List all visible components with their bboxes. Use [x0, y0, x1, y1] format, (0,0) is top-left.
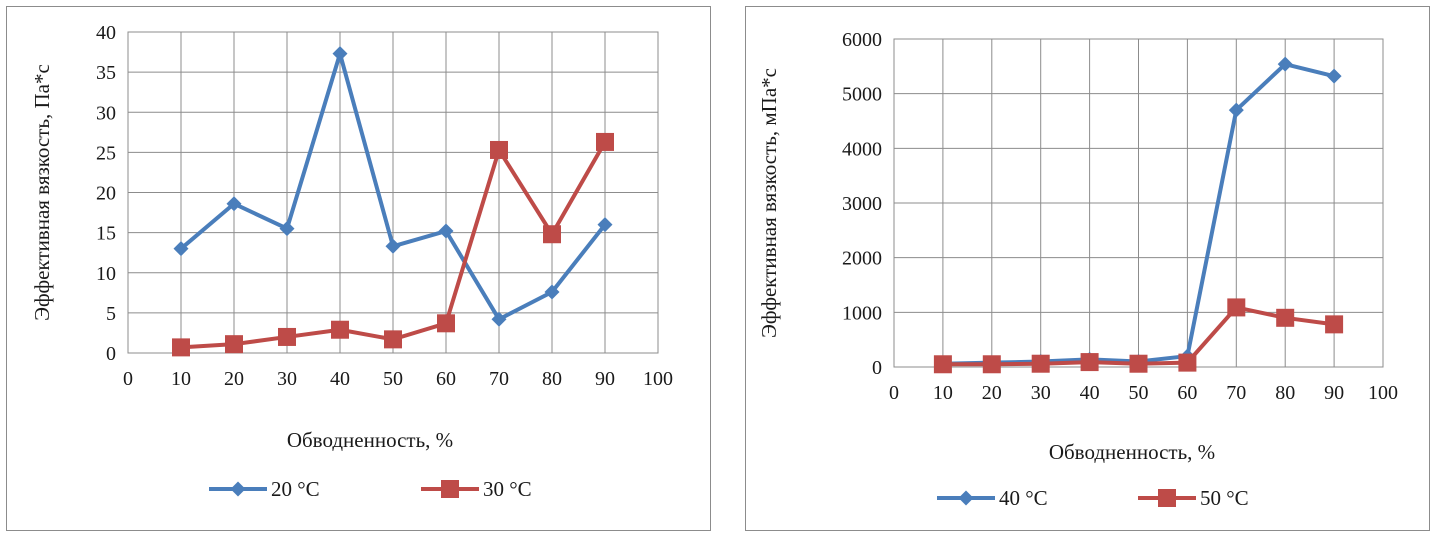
grid [893, 38, 1384, 368]
data-point-square [543, 225, 561, 244]
legend: 20 °С 30 °С [209, 477, 532, 501]
data-point-diamond [1228, 102, 1244, 118]
x-tick-label: 30 [277, 368, 297, 390]
data-point-square [172, 338, 190, 357]
legend-marker-diamond [958, 490, 974, 506]
data-point-square [278, 327, 296, 346]
data-point-diamond [279, 221, 295, 237]
legend-marker-square [1158, 489, 1176, 507]
y-tick-label: 2000 [842, 248, 882, 270]
x-tick-label: 90 [595, 368, 615, 390]
x-tick-label: 80 [1275, 382, 1295, 404]
legend-label: 30 °С [483, 477, 532, 501]
x-axis-title: Обводненность, % [1049, 440, 1215, 464]
y-tick-label: 20 [96, 183, 116, 205]
plot-area [127, 31, 659, 354]
y-tick-label: 5000 [842, 84, 882, 106]
x-tick-label: 100 [1368, 382, 1398, 404]
data-point-diamond [438, 223, 454, 239]
legend-label: 50 °С [1200, 486, 1249, 510]
y-tick-label: 5 [106, 303, 116, 325]
y-tick-label: 10 [96, 263, 116, 285]
data-point-square [982, 355, 1001, 374]
y-tick-label: 0 [872, 357, 882, 379]
y-tick-label: 30 [96, 102, 116, 124]
legend-label: 20 °С [271, 477, 320, 501]
data-point-square [1325, 315, 1344, 334]
legend: 40 °С 50 °С [937, 486, 1249, 510]
data-point-diamond [1277, 56, 1293, 72]
data-point-square [596, 132, 614, 151]
x-tick-label: 70 [489, 368, 509, 390]
data-point-diamond [1326, 68, 1342, 84]
series-2 [933, 298, 1344, 374]
y-tick-label: 40 [96, 22, 116, 44]
y-tick-label: 35 [96, 62, 116, 84]
x-tick-label: 80 [542, 368, 562, 390]
x-tick-label: 60 [1177, 382, 1197, 404]
data-point-diamond [226, 196, 242, 212]
x-tick-label: 40 [1080, 382, 1100, 404]
y-axis-title: Эффективная вязкость, Па*с [30, 64, 54, 321]
x-tick-label: 10 [933, 382, 953, 404]
x-tick-label: 100 [643, 368, 673, 390]
data-point-square [933, 355, 952, 374]
data-point-square [225, 335, 243, 354]
x-tick-label: 90 [1324, 382, 1344, 404]
chart-panel-right: 0 10 20 30 40 50 60 70 80 90 100 0 1000 2000 3000 4000 5… [745, 6, 1430, 531]
data-point-diamond [597, 217, 613, 233]
data-point-square [384, 330, 402, 349]
data-point-diamond [332, 46, 348, 62]
data-point-square [331, 320, 349, 339]
data-point-square [1129, 354, 1148, 373]
x-tick-label: 70 [1226, 382, 1246, 404]
data-point-square [437, 314, 455, 333]
viscosity-chart-pa: 0 10 20 30 40 50 60 70 80 90 100 0 5 10 15 20 25 30 35 40 Об… [30, 22, 673, 501]
data-point-square [1276, 308, 1295, 327]
x-tick-label: 30 [1031, 382, 1051, 404]
x-tick-label: 20 [982, 382, 1002, 404]
y-tick-label: 1000 [842, 302, 882, 324]
x-tick-label: 20 [224, 368, 244, 390]
x-tick-label: 40 [330, 368, 350, 390]
grid [127, 31, 659, 354]
series-1 [173, 46, 613, 327]
x-tick-label: 10 [171, 368, 191, 390]
x-tick-label: 50 [1129, 382, 1149, 404]
y-tick-label: 0 [106, 343, 116, 365]
y-tick-label: 25 [96, 142, 116, 164]
data-point-square [1178, 353, 1197, 372]
y-axis-title: Эффективная вязкость, мПа*с [757, 68, 781, 338]
y-tick-label: 3000 [842, 193, 882, 215]
data-point-diamond [491, 311, 507, 327]
y-tick-label: 4000 [842, 138, 882, 160]
data-point-square [1031, 354, 1050, 373]
x-tick-label: 0 [889, 382, 899, 404]
x-tick-label: 0 [123, 368, 133, 390]
x-axis-title: Обводненность, % [287, 428, 453, 452]
x-tick-label: 60 [436, 368, 456, 390]
data-point-square [1080, 353, 1099, 372]
y-tick-label: 15 [96, 223, 116, 245]
legend-label: 40 °С [999, 486, 1048, 510]
data-point-diamond [544, 284, 560, 300]
legend-marker-square [441, 480, 459, 498]
x-tick-label: 50 [383, 368, 403, 390]
data-point-square [1227, 298, 1246, 317]
y-tick-label: 6000 [842, 29, 882, 51]
viscosity-chart-mpa: 0 10 20 30 40 50 60 70 80 90 100010002000300040005… [757, 29, 1398, 510]
chart-panel-left: 0 10 20 30 40 50 60 70 80 90 100 0 5 10 15 20 25 30 35 40 Об… [6, 6, 711, 531]
data-point-diamond [385, 238, 401, 254]
series-2 [172, 132, 614, 357]
legend-marker-diamond [230, 481, 246, 497]
data-point-square [490, 140, 508, 159]
data-point-diamond [173, 241, 189, 257]
